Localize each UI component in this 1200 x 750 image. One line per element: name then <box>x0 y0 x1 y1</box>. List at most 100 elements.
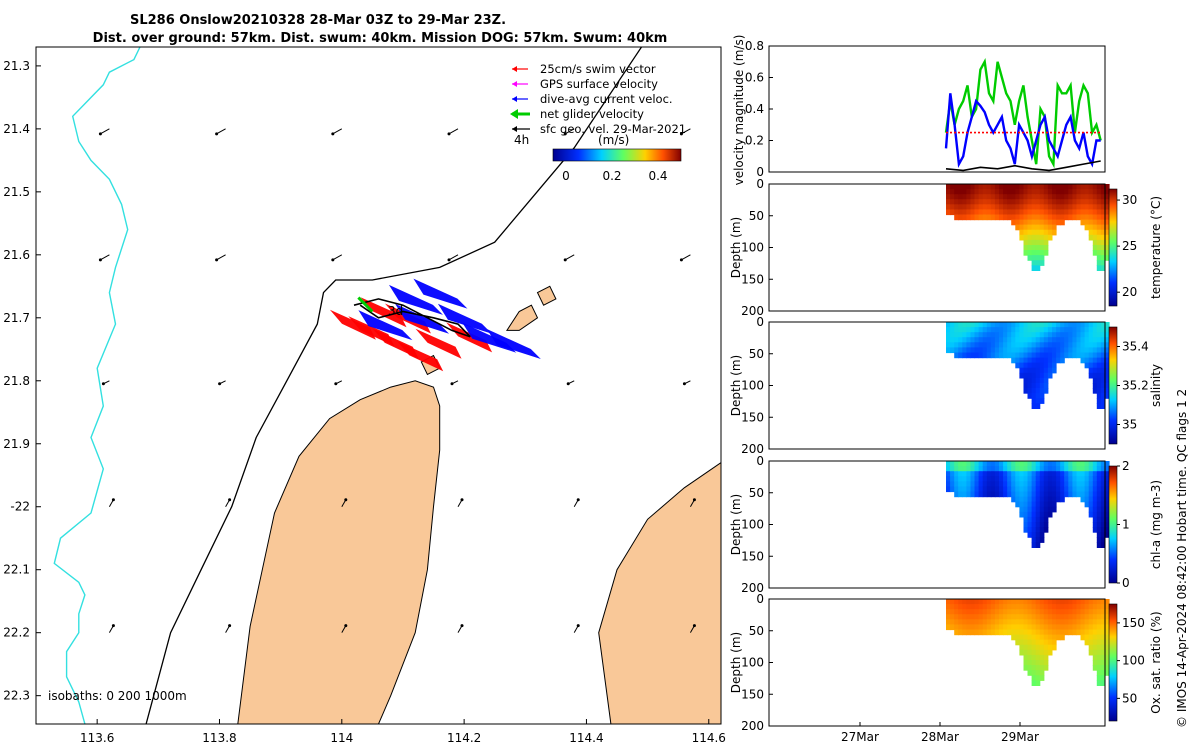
section-cell <box>982 327 988 333</box>
glider-track <box>353 298 471 338</box>
section-cell <box>1035 619 1041 625</box>
section-cell <box>1015 599 1020 605</box>
section-cell <box>1035 629 1041 636</box>
section-cell <box>1019 322 1024 328</box>
section-cell <box>1007 629 1012 636</box>
section-cell <box>970 189 976 195</box>
section-cell <box>1027 619 1033 625</box>
section-cell <box>1056 634 1061 641</box>
section-cell <box>1076 491 1082 498</box>
section-cell <box>1027 604 1033 610</box>
section-cell <box>1052 194 1057 200</box>
section-cell <box>1007 214 1012 221</box>
section-cell <box>1035 332 1041 338</box>
section-cell <box>1027 250 1033 256</box>
section-cell <box>1027 322 1033 328</box>
section-cell <box>1027 189 1033 195</box>
section-cell <box>1092 204 1098 210</box>
section-cell <box>1076 461 1082 467</box>
sfc-geo-arrow-head <box>331 258 335 262</box>
section-cell <box>946 486 951 493</box>
section-cell <box>1052 367 1057 374</box>
section-cell <box>1015 362 1020 369</box>
section-cell <box>1027 239 1033 246</box>
section-cell <box>954 352 959 359</box>
section-cell <box>1003 194 1008 200</box>
section-cell <box>1031 476 1037 482</box>
section-cell <box>978 471 984 477</box>
section-cell <box>990 214 996 221</box>
section-cell <box>1031 342 1037 348</box>
section-cell <box>1088 342 1094 348</box>
section-cell <box>1027 214 1033 221</box>
section-cell <box>1015 471 1020 477</box>
section-cell <box>1035 527 1041 533</box>
section-cell <box>1080 476 1086 482</box>
section-cell <box>962 614 967 620</box>
section-cell <box>958 332 963 338</box>
section-cell <box>1080 634 1086 641</box>
section-cell <box>978 624 984 631</box>
section-cell <box>1031 654 1037 661</box>
section-cell <box>1096 624 1102 631</box>
section-cell <box>1015 327 1020 333</box>
section-cell <box>1035 377 1041 384</box>
section-cell <box>1096 209 1102 216</box>
section-cell <box>1019 209 1024 216</box>
section-cell <box>986 204 992 210</box>
section-cell <box>1052 506 1057 513</box>
section-cell <box>1052 322 1057 328</box>
section-cell <box>1043 614 1049 620</box>
section-cell <box>1092 342 1098 348</box>
section-cell <box>1023 234 1029 241</box>
section-cell <box>1072 486 1077 493</box>
section-cell <box>999 461 1004 467</box>
section-cell <box>1056 599 1061 605</box>
section-cell <box>1035 214 1041 221</box>
section-cell <box>1019 619 1024 625</box>
section-cell <box>1100 347 1106 354</box>
section-cell <box>1031 542 1037 548</box>
section-cell <box>978 486 984 493</box>
section-cell <box>1007 199 1012 205</box>
section-cell <box>1100 634 1106 641</box>
colorbar-tick-label: 25 <box>1122 239 1137 253</box>
section-cell <box>1092 649 1098 656</box>
section-cell <box>1068 619 1073 625</box>
section-cell <box>1100 537 1106 543</box>
section-cell <box>1092 357 1098 364</box>
section-cell <box>1100 327 1106 333</box>
section-cell <box>1047 604 1053 610</box>
section-cell <box>1003 347 1008 354</box>
section-cell <box>1015 604 1020 610</box>
section-cell <box>1043 527 1049 533</box>
section-cell <box>1096 609 1102 615</box>
section-cell <box>1088 347 1094 354</box>
sfc-geo-arrow-head <box>679 132 683 136</box>
section-cell <box>1072 342 1077 348</box>
section-cell <box>1060 194 1065 200</box>
section-cell <box>1035 265 1041 271</box>
section-cell <box>1060 491 1065 498</box>
section-cell <box>966 327 971 333</box>
section-cell <box>1007 184 1012 190</box>
section-cell <box>1011 609 1016 615</box>
section-cell <box>1003 327 1008 333</box>
section-cell <box>958 491 963 498</box>
section-cell <box>1019 604 1024 610</box>
section-cell <box>1035 342 1041 348</box>
section-cell <box>982 209 988 216</box>
section-cell <box>966 204 971 210</box>
section-cell <box>1052 332 1057 338</box>
section-cell <box>954 599 959 605</box>
section-cell <box>1031 362 1037 369</box>
section-cell <box>1096 199 1102 205</box>
section-cell <box>1035 660 1041 666</box>
section-cell <box>1100 393 1106 399</box>
section-cell <box>1031 665 1037 671</box>
section-cell <box>1031 660 1037 666</box>
section-cell <box>1031 239 1037 246</box>
section-cell <box>1043 357 1049 364</box>
section-cell <box>954 614 959 620</box>
section-cell <box>1105 194 1110 200</box>
